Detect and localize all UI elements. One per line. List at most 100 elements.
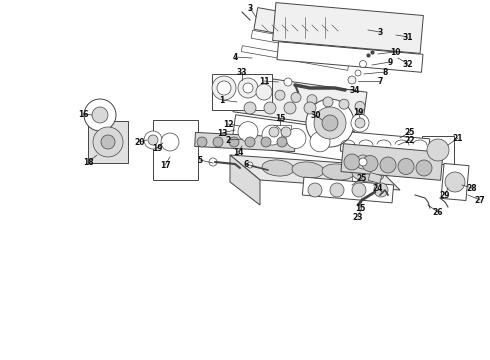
Polygon shape (251, 30, 363, 58)
Text: 18: 18 (83, 158, 93, 166)
Circle shape (323, 97, 333, 107)
Circle shape (148, 135, 158, 145)
Circle shape (217, 81, 231, 95)
Polygon shape (302, 177, 393, 203)
Circle shape (269, 127, 279, 137)
Text: 11: 11 (259, 77, 269, 86)
Text: 26: 26 (433, 207, 443, 216)
Text: 29: 29 (440, 190, 450, 199)
Polygon shape (254, 8, 366, 48)
Text: 21: 21 (453, 134, 463, 143)
Circle shape (304, 102, 316, 114)
Polygon shape (422, 136, 454, 164)
Text: 32: 32 (403, 59, 413, 68)
Circle shape (275, 90, 285, 100)
Circle shape (308, 183, 322, 197)
Circle shape (314, 107, 346, 139)
Text: 25: 25 (357, 174, 367, 183)
Circle shape (374, 183, 388, 197)
Text: 19: 19 (353, 108, 363, 117)
Circle shape (244, 102, 256, 114)
Circle shape (238, 122, 258, 142)
Polygon shape (233, 74, 367, 130)
Circle shape (209, 158, 217, 166)
Text: 22: 22 (405, 135, 415, 144)
Circle shape (262, 125, 282, 145)
Circle shape (339, 99, 349, 109)
Text: 7: 7 (377, 77, 383, 86)
Text: 14: 14 (233, 148, 243, 157)
Text: 3: 3 (247, 4, 253, 13)
Circle shape (92, 107, 108, 123)
Polygon shape (382, 138, 404, 156)
Polygon shape (441, 163, 469, 201)
Circle shape (93, 127, 123, 157)
Text: 15: 15 (355, 203, 365, 212)
Circle shape (245, 137, 255, 147)
Circle shape (359, 158, 367, 166)
Circle shape (144, 131, 162, 149)
Polygon shape (277, 42, 423, 72)
Ellipse shape (352, 166, 384, 182)
Ellipse shape (262, 160, 294, 176)
Ellipse shape (292, 162, 324, 178)
Circle shape (355, 102, 365, 112)
Circle shape (330, 183, 344, 197)
Text: 2: 2 (225, 135, 231, 144)
Polygon shape (230, 155, 400, 190)
Circle shape (277, 137, 287, 147)
Text: 34: 34 (350, 86, 360, 95)
Circle shape (355, 118, 365, 128)
Circle shape (256, 84, 272, 100)
Circle shape (351, 114, 369, 132)
Circle shape (360, 60, 367, 68)
Text: 30: 30 (311, 111, 321, 120)
Text: 4: 4 (232, 53, 238, 62)
Circle shape (362, 156, 378, 171)
Ellipse shape (322, 164, 354, 180)
Circle shape (398, 158, 414, 175)
Circle shape (344, 154, 360, 170)
Circle shape (264, 102, 276, 114)
Circle shape (427, 139, 449, 161)
Text: 33: 33 (237, 68, 247, 77)
Polygon shape (341, 144, 443, 180)
Circle shape (213, 137, 223, 147)
Circle shape (281, 127, 291, 137)
Text: 23: 23 (353, 212, 363, 221)
Polygon shape (230, 155, 260, 205)
Circle shape (445, 172, 465, 192)
Circle shape (284, 102, 296, 114)
Text: 19: 19 (152, 144, 162, 153)
Circle shape (243, 83, 253, 93)
Circle shape (352, 183, 366, 197)
Text: 27: 27 (475, 195, 485, 204)
Text: 3: 3 (377, 27, 383, 36)
Text: 9: 9 (388, 58, 392, 67)
Text: 13: 13 (217, 129, 227, 138)
Circle shape (212, 76, 236, 100)
Text: 5: 5 (197, 156, 202, 165)
Circle shape (259, 88, 269, 98)
Circle shape (197, 137, 207, 147)
Text: 25: 25 (405, 127, 415, 136)
Circle shape (348, 76, 356, 84)
Circle shape (238, 78, 258, 98)
Text: 31: 31 (403, 32, 413, 41)
Circle shape (286, 129, 306, 148)
Polygon shape (368, 172, 382, 183)
Circle shape (310, 132, 330, 152)
Circle shape (101, 135, 115, 149)
Text: 12: 12 (223, 120, 233, 129)
Text: 8: 8 (382, 68, 388, 77)
Circle shape (284, 78, 292, 86)
Circle shape (306, 99, 354, 147)
Circle shape (322, 115, 338, 131)
Circle shape (307, 95, 317, 105)
Circle shape (84, 99, 116, 131)
Polygon shape (195, 132, 295, 152)
Circle shape (380, 157, 396, 173)
Text: 24: 24 (373, 184, 383, 193)
Polygon shape (340, 131, 430, 159)
Polygon shape (88, 121, 128, 163)
